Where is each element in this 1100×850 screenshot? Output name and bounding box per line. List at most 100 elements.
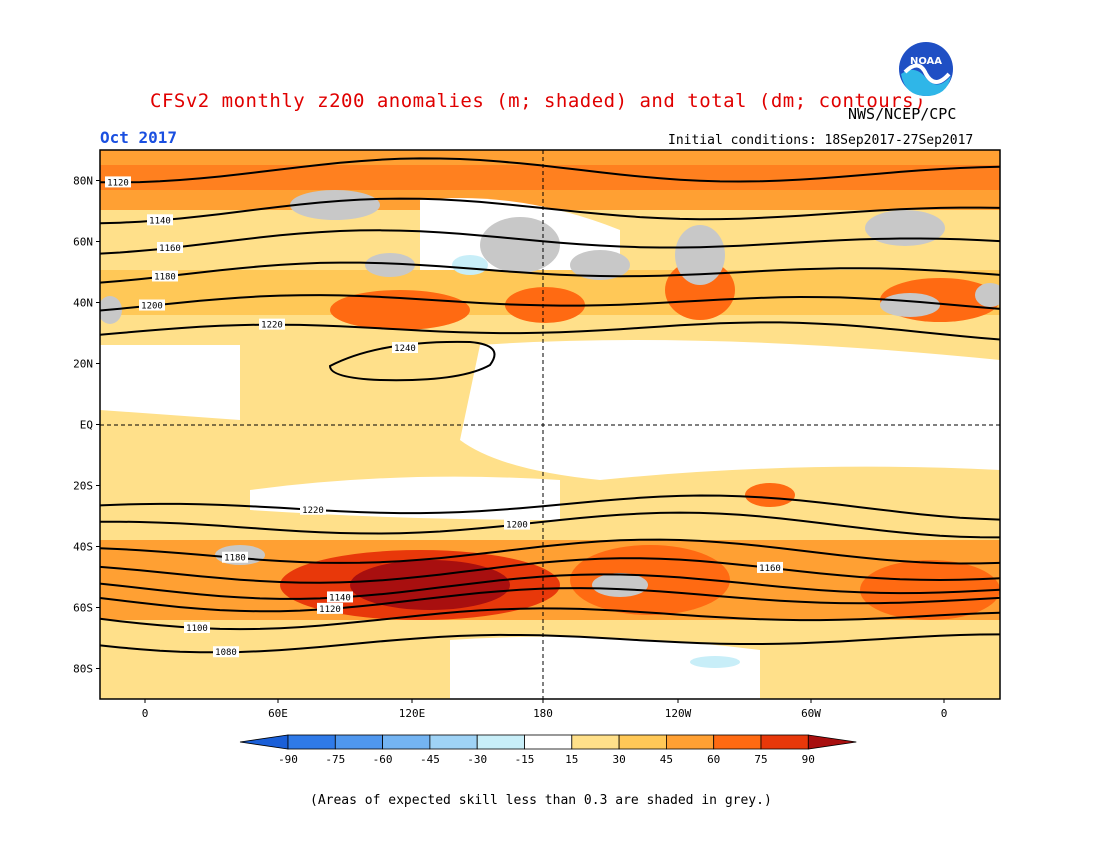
colorbar-swatch bbox=[429, 734, 478, 750]
colorbar-swatch bbox=[476, 734, 525, 750]
forecast-month: Oct 2017 bbox=[100, 128, 178, 147]
lat-label: 40N bbox=[73, 297, 93, 310]
contour-label-bg bbox=[757, 561, 783, 573]
low-skill-areas bbox=[100, 190, 1000, 597]
contour-label: 1160 bbox=[759, 564, 781, 574]
contour-label: 1080 bbox=[215, 648, 237, 658]
contour-label: 1120 bbox=[319, 605, 341, 615]
contour-label-bg bbox=[147, 214, 173, 226]
colorbar-tick-label: 90 bbox=[802, 753, 815, 766]
contour-line bbox=[99, 538, 1001, 565]
contour-label-bg bbox=[105, 176, 131, 188]
colorbar-tick-label: -15 bbox=[515, 753, 535, 766]
contour-line bbox=[99, 573, 1001, 600]
contour-label: 1200 bbox=[141, 302, 163, 312]
contour-label-bg bbox=[139, 299, 165, 311]
skill-footnote: (Areas of expected skill less than 0.3 a… bbox=[310, 793, 772, 808]
colorbar-swatch bbox=[571, 734, 620, 750]
colorbar-swatch bbox=[618, 734, 667, 750]
height-contours: 1120 1140 1160 1180 1200 1220 1240 1220 1200 1180… bbox=[99, 157, 1001, 658]
colorbar-tick-label: -30 bbox=[467, 753, 487, 766]
anomaly-negative-alaska bbox=[452, 255, 488, 275]
anomaly-max-south-atlantic bbox=[860, 560, 1000, 620]
contour-label-bg bbox=[184, 621, 210, 633]
colorbar-swatch bbox=[713, 734, 762, 750]
colorbar-tick-label: 45 bbox=[660, 753, 673, 766]
noaa-logo: NOAA bbox=[896, 39, 956, 99]
contour-label-bg bbox=[327, 591, 353, 603]
contour-label: 1220 bbox=[261, 321, 283, 331]
agency-label: NWS/NCEP/CPC bbox=[848, 105, 957, 123]
chart-title: CFSv2 monthly z200 anomalies (m; shaded)… bbox=[150, 90, 927, 112]
anomaly-max-south-america bbox=[745, 483, 795, 507]
contour-label: 1200 bbox=[506, 521, 528, 531]
lon-label: 120E bbox=[399, 707, 426, 720]
lat-label: 20N bbox=[73, 358, 93, 371]
colorbar-swatch bbox=[760, 734, 809, 750]
latitude-labels: 80N 60N 40N 20N EQ 20S 40S 60S 80S bbox=[73, 175, 100, 676]
contour-line bbox=[99, 321, 1001, 341]
anomaly-band-arctic-core bbox=[100, 165, 1000, 190]
lat-label: 40S bbox=[73, 541, 93, 554]
contour-label: 1180 bbox=[154, 272, 176, 282]
lon-label: 60E bbox=[268, 707, 288, 720]
contour-line bbox=[99, 157, 1001, 184]
anomaly-neutral-africa bbox=[100, 345, 240, 420]
contour-label-bg bbox=[504, 518, 530, 530]
colorbar-swatch bbox=[287, 734, 336, 750]
contour-label: 1160 bbox=[159, 244, 181, 254]
contour-label-bg bbox=[259, 318, 285, 330]
contour-line bbox=[99, 494, 1001, 521]
colorbar-swatch bbox=[382, 734, 431, 750]
lon-label: 0 bbox=[941, 707, 948, 720]
contour-label: 1140 bbox=[329, 593, 351, 603]
colorbar: -90 -75 -60 -45 -30 -15 15 30 45 60 75 90 bbox=[239, 734, 857, 766]
contour-label-bg bbox=[157, 242, 183, 254]
contour-line bbox=[99, 197, 1001, 225]
lon-label: 120W bbox=[665, 707, 692, 720]
lat-label: 60N bbox=[73, 236, 93, 249]
colorbar-arrow-low bbox=[239, 734, 289, 750]
colorbar-tick-label: 15 bbox=[565, 753, 578, 766]
lon-label: 0 bbox=[142, 707, 149, 720]
logo-text: NOAA bbox=[910, 56, 942, 67]
contour-label: 1240 bbox=[394, 344, 416, 354]
contour-label-bg bbox=[300, 503, 326, 515]
contour-label-bg bbox=[152, 270, 178, 282]
colorbar-tick-label: 30 bbox=[612, 753, 625, 766]
initial-conditions: Initial conditions: 18Sep2017-27Sep2017 bbox=[668, 133, 974, 148]
anomaly-core-south-indian bbox=[350, 560, 510, 610]
lat-label: 60S bbox=[73, 602, 93, 615]
contour-label-bg bbox=[213, 646, 239, 658]
colorbar-tick-label: -45 bbox=[420, 753, 440, 766]
contour-label-bg bbox=[222, 551, 248, 563]
lat-label: EQ bbox=[80, 419, 93, 432]
anomaly-neutral-antarctica bbox=[450, 636, 760, 699]
anomaly-neutral-subtropic-south bbox=[250, 476, 560, 520]
colorbar-tick-label: 60 bbox=[707, 753, 720, 766]
contour-label: 1120 bbox=[107, 178, 129, 188]
contour-label: 1100 bbox=[186, 624, 208, 634]
contour-line bbox=[99, 587, 1001, 613]
longitude-labels: 0 60E 120E 180 120W 60W 0 bbox=[142, 699, 948, 720]
lat-label: 80S bbox=[73, 663, 93, 676]
colorbar-swatch bbox=[524, 734, 573, 750]
anomaly-max-south-pacific bbox=[570, 545, 730, 615]
contour-label: 1140 bbox=[149, 216, 171, 226]
lon-label: 60W bbox=[801, 707, 821, 720]
lon-label: 180 bbox=[533, 707, 553, 720]
colorbar-swatch bbox=[666, 734, 715, 750]
contour-label-bg bbox=[317, 602, 343, 614]
colorbar-tick-label: -60 bbox=[373, 753, 393, 766]
contour-line bbox=[99, 229, 1001, 255]
lat-label: 80N bbox=[73, 175, 93, 188]
contour-line bbox=[99, 294, 1001, 312]
colorbar-tick-label: 75 bbox=[754, 753, 767, 766]
anomaly-negative-antarctic bbox=[690, 656, 740, 668]
contour-line bbox=[99, 633, 1001, 654]
contour-line bbox=[99, 557, 1001, 584]
lat-label: 20S bbox=[73, 480, 93, 493]
contour-label: 1220 bbox=[302, 506, 324, 516]
contour-label: 1180 bbox=[224, 554, 246, 564]
